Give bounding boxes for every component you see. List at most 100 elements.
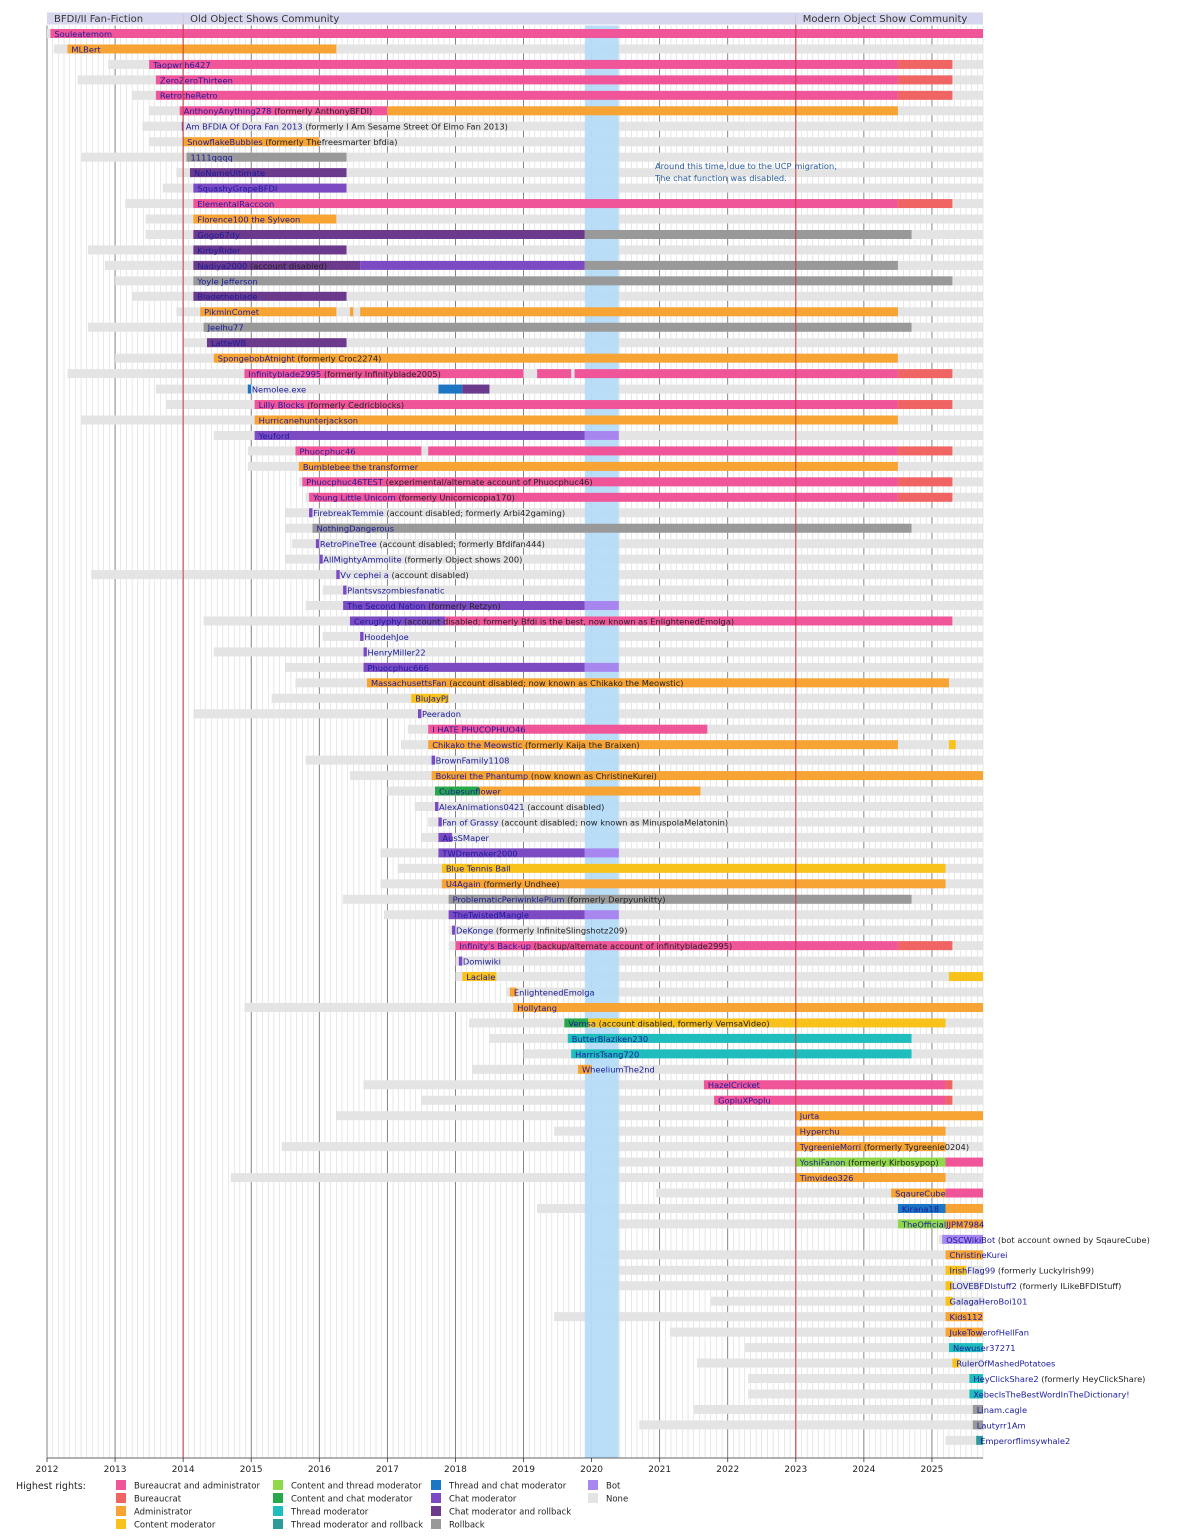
rights-bar: [897, 446, 953, 456]
user-note: (account disabled): [389, 570, 469, 580]
rights-bar: [462, 384, 490, 394]
rights-bar: [360, 260, 585, 270]
user-note: (account disabled; now known as Chikako …: [447, 678, 684, 688]
user-label: Nadiya2000 (account disabled): [197, 261, 327, 271]
user-name: MassachusettsFan: [371, 678, 447, 688]
rights-bar: [897, 369, 953, 379]
inactive-bar: [693, 1404, 983, 1414]
user-note: (formerly Object shows 200): [402, 555, 523, 565]
user-label: HoodehJoe: [364, 632, 409, 642]
inactive-bar: [472, 1064, 983, 1074]
rights-bar: [976, 1435, 983, 1445]
user-name: HoodehJoe: [364, 632, 409, 642]
rights-bar: [455, 941, 898, 951]
rights-bar: [193, 276, 953, 286]
tick-label: 2024: [852, 1465, 875, 1475]
tick-label: 2017: [376, 1465, 399, 1475]
tick-label: 2012: [36, 1465, 59, 1475]
rights-bar: [431, 771, 983, 781]
user-name: AusSMaper: [442, 833, 489, 843]
user-label: Phuocphuc46: [299, 446, 355, 456]
user-name: Hollytang: [517, 1003, 557, 1013]
user-name: Bumblebee the transformer: [303, 462, 419, 472]
inactive-bar: [639, 1420, 983, 1430]
user-label: YoshiFanon (formerly Kirbosypop): [799, 1157, 939, 1167]
rights-bar: [387, 106, 898, 116]
user-label: IrishFlag99 (formerly LuckyIrish99): [950, 1266, 1095, 1276]
rights-bar: [969, 1389, 983, 1399]
user-name: SqaureCube: [895, 1188, 946, 1198]
user-label: RulerOfMashedPotatoes: [956, 1358, 1055, 1368]
user-label: Hyperchu: [800, 1127, 840, 1137]
rights-bar: [441, 863, 946, 873]
user-label: ButterBlaziken230: [572, 1034, 648, 1044]
rights-bar: [189, 168, 347, 178]
user-name: TheOfficialJJPM7984: [901, 1219, 984, 1229]
legend-swatch: [273, 1480, 283, 1490]
legend-swatch: [116, 1493, 126, 1503]
user-note: (account disabled; formerly Arbi42gaming…: [384, 508, 565, 518]
user-name: Vemsa: [568, 1018, 596, 1028]
user-label: HenryMiller22: [368, 647, 426, 657]
rights-bar: [431, 755, 436, 765]
user-label: Jurta: [799, 1111, 819, 1121]
user-labels: Souleatemom MLBert Taopwnh6427 ZeroZeroThir…: [54, 29, 1149, 1446]
user-label: GopluXPoplu: [718, 1096, 771, 1106]
rights-bar: [714, 1095, 946, 1105]
rights-bar: [897, 59, 953, 69]
user-label: EnlightenedEmolga: [514, 987, 595, 997]
rights-bar: [309, 508, 313, 518]
user-label: KirbyRider: [197, 245, 241, 255]
rights-bar: [295, 446, 422, 456]
inactive-bar: [176, 168, 983, 178]
chat-disabled-note: Around this time, due to the UCP migrati…: [654, 161, 837, 183]
rights-bar: [438, 848, 585, 858]
inactive-bar: [53, 44, 984, 54]
legend-swatch: [273, 1519, 283, 1529]
user-name: Souleatemom: [54, 29, 112, 39]
user-name: BrownFamily1108: [436, 756, 510, 766]
inactive-bar: [421, 832, 983, 842]
inactive-bar: [669, 1327, 983, 1337]
user-note: (formerly I Am Sesame Street Of Elmo Fan…: [303, 122, 508, 132]
user-label: Kids112: [950, 1312, 983, 1322]
rights-bar: [193, 291, 347, 301]
rights-bar: [945, 1203, 983, 1213]
user-label: JukeTowerofHellFan: [949, 1328, 1029, 1338]
x-axis: 2012 2013 2014 2015 2016 2017 2018 2019 2020 2021…: [36, 1457, 983, 1475]
inactive-bar: [67, 369, 984, 379]
rights-bar: [537, 369, 572, 379]
legend-swatch: [431, 1480, 441, 1490]
inactive-bar: [142, 121, 983, 131]
user-name: RulerOfMashedPotatoes: [956, 1358, 1055, 1368]
user-note: (formerly Tygreenie0204): [861, 1142, 969, 1152]
rights-bar: [349, 616, 446, 626]
legend-swatch: [116, 1519, 126, 1529]
user-label: Phuocphuc666: [368, 663, 429, 673]
user-name: Linam.cagle: [977, 1405, 1027, 1415]
user-label: Vemsa (account disabled, formerly VemsaV…: [568, 1018, 769, 1028]
user-note: (formerly Thefreesmarter bfdia): [263, 137, 398, 147]
user-label: Newuser37271: [953, 1343, 1016, 1353]
user-label: Vv cephei a (account disabled): [340, 570, 468, 580]
user-label: Chikako the Meowstic (formerly Kaija the…: [432, 740, 639, 750]
user-label: SnowflakeBubbles (formerly Thefreesmarte…: [187, 137, 397, 147]
user-name: Nemolee.exe: [252, 384, 306, 394]
rights-bar: [897, 492, 953, 502]
rights-bar: [891, 1188, 946, 1198]
user-name: HarrisTsang720: [575, 1049, 639, 1059]
user-name: GalagaHeroBoi101: [950, 1297, 1028, 1307]
user-label: AnthonyAnything278 (formerly AnthonyBFDI…: [184, 106, 373, 116]
note-line: Around this time, due to the UCP migrati…: [655, 161, 837, 171]
rights-bar: [795, 1126, 946, 1136]
user-label: Phuocphuc46TEST (experimental/alternate …: [306, 477, 592, 487]
rights-bar: [574, 369, 898, 379]
rights-bar: [795, 1142, 946, 1152]
rights-bar: [462, 972, 497, 982]
user-name: YoshiFanon: [799, 1157, 846, 1167]
rights-bar: [945, 1157, 983, 1167]
legend-label: None: [606, 1495, 628, 1505]
user-label: Bladetheblade: [197, 292, 257, 302]
user-name: ProblematicPeriwinklePlum: [453, 895, 565, 905]
